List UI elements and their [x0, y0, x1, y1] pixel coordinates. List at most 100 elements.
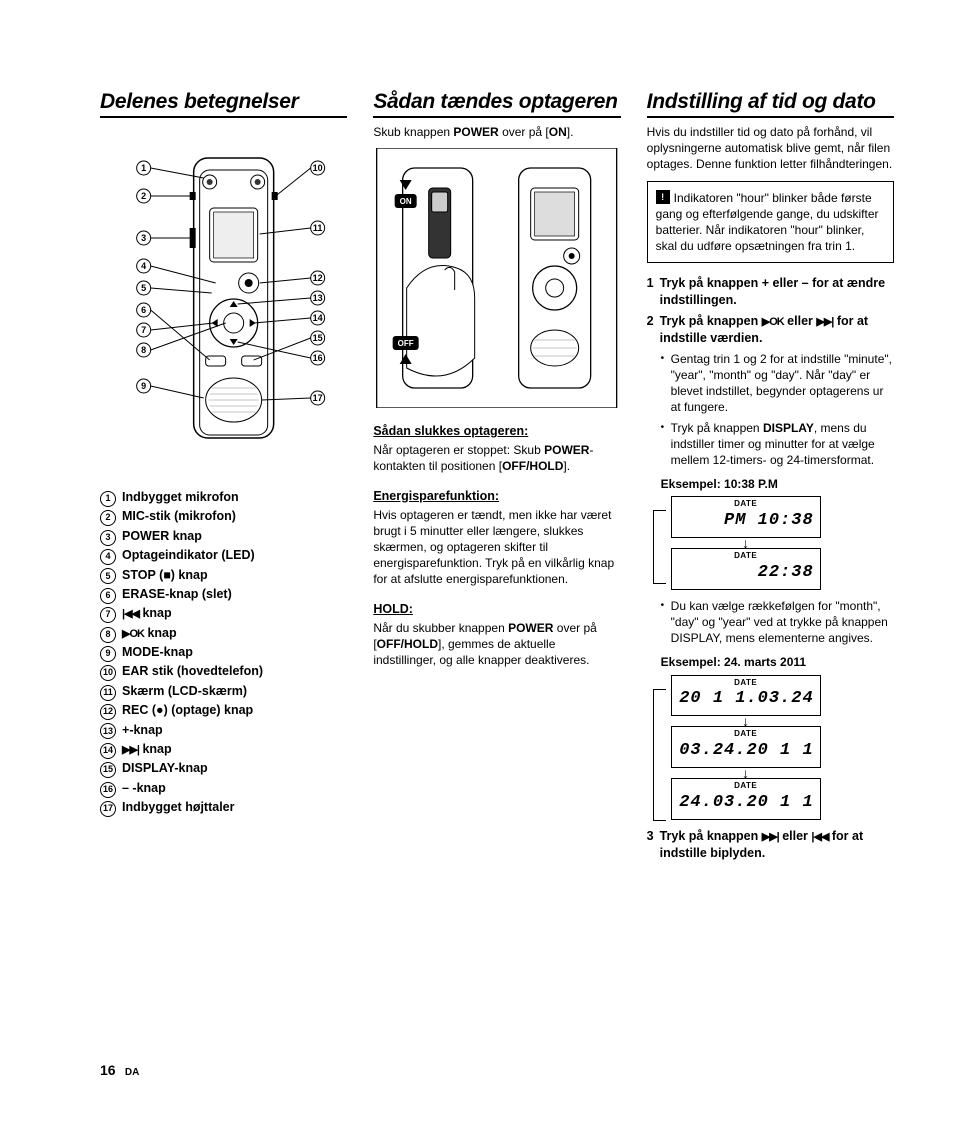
parts-item-text: MIC-stik (mikrofon) — [122, 507, 236, 526]
column-power-on: Sådan tændes optageren Skub knappen POWE… — [373, 90, 620, 865]
svg-text:11: 11 — [313, 223, 323, 233]
manual-page: Delenes betegnelser — [0, 0, 954, 1128]
lcd-value: PM 10:38 — [678, 510, 814, 533]
parts-legend-list: 1Indbygget mikrofon2MIC-stik (mikrofon)3… — [100, 488, 347, 817]
parts-legend-item: 14 ▶▶| knap — [100, 740, 347, 759]
callout-number: 13 — [100, 723, 116, 739]
heading-rule — [373, 116, 620, 118]
parts-item-text: Indbygget højttaler — [122, 798, 235, 817]
parts-item-text: DISPLAY-knap — [122, 759, 208, 778]
parts-item-text: ERASE-knap (slet) — [122, 585, 232, 604]
recorder-front-diagram: 1 2 3 4 5 6 7 8 9 10 11 12 — [100, 138, 347, 468]
step-1: 1 Tryk på knappen + eller – for at ændre… — [647, 275, 894, 309]
parts-item-text: MODE-knap — [122, 643, 193, 662]
loop-connector-2 — [653, 689, 666, 821]
timedate-intro: Hvis du indstiller tid og dato på forhån… — [647, 124, 894, 173]
svg-text:4: 4 — [141, 261, 146, 271]
callout-number: 5 — [100, 568, 116, 584]
callout-number: 16 — [100, 782, 116, 798]
parts-item-text: REC (●) (optage) knap — [122, 701, 253, 720]
heading-rule — [647, 116, 894, 118]
svg-text:15: 15 — [313, 333, 323, 343]
svg-text:OFF: OFF — [398, 339, 414, 348]
svg-text:17: 17 — [313, 393, 323, 403]
callout-number: 10 — [100, 665, 116, 681]
parts-legend-item: 7 |◀◀ knap — [100, 604, 347, 623]
parts-item-text: Optageindikator (LED) — [122, 546, 255, 565]
svg-text:7: 7 — [141, 325, 146, 335]
heading-timedate: Indstilling af tid og dato — [647, 90, 894, 118]
lcd-value: 22:38 — [678, 562, 814, 585]
lcd-tag: DATE — [678, 678, 814, 689]
callout-number: 1 — [100, 491, 116, 507]
parts-item-text: +-knap — [122, 721, 163, 740]
lcd-tag: DATE — [678, 729, 814, 740]
svg-text:5: 5 — [141, 283, 146, 293]
lcd-value: 03.24.20 1 1 — [678, 740, 814, 763]
ffwd-icon: ▶▶| — [762, 831, 779, 843]
parts-item-text: POWER knap — [122, 527, 202, 546]
step2-bullets: Gentag trin 1 og 2 for at indstille "min… — [661, 351, 894, 468]
callout-number: 3 — [100, 530, 116, 546]
callout-number: 14 — [100, 743, 116, 759]
heading-power: Sådan tændes optageren — [373, 90, 620, 118]
turn-off-text: Når optageren er stoppet: Skub POWER-kon… — [373, 442, 620, 474]
lcd-value: 20 1 1.03.24 — [678, 688, 814, 711]
callout-number: 4 — [100, 549, 116, 565]
parts-legend-item: 1 Indbygget mikrofon — [100, 488, 347, 507]
svg-text:3: 3 — [141, 233, 146, 243]
svg-text:12: 12 — [313, 273, 323, 283]
example-1-label: Eksempel: 10:38 P.M — [661, 476, 894, 492]
parts-legend-item: 4 Optageindikator (LED) — [100, 546, 347, 565]
callout-number: 8 — [100, 627, 116, 643]
step-3: 3 Tryk på knappen ▶▶| eller |◀◀ for at i… — [647, 828, 894, 862]
bullet-date-order: Du kan vælge rækkefølgen for "month", "d… — [661, 598, 894, 647]
loop-connector-1 — [653, 510, 666, 584]
parts-item-text: EAR stik (hovedtelefon) — [122, 662, 263, 681]
heading-parts-text: Delenes betegnelser — [100, 90, 299, 113]
hold-text: Når du skubber knappen POWER over på [OF… — [373, 620, 620, 669]
svg-text:16: 16 — [313, 353, 323, 363]
step2-bullet-2: Du kan vælge rækkefølgen for "month", "d… — [661, 598, 894, 647]
parts-item-text: ▶OK knap — [122, 624, 177, 643]
page-footer: 16 DA — [100, 1062, 139, 1078]
column-time-date: Indstilling af tid og dato Hvis du indst… — [647, 90, 894, 865]
rewind-icon: |◀◀ — [811, 831, 828, 843]
parts-legend-item: 2MIC-stik (mikrofon) — [100, 507, 347, 526]
power-intro: Skub knappen POWER over på [ON]. — [373, 124, 620, 140]
heading-power-text: Sådan tændes optageren — [373, 90, 617, 113]
lcd-tag: DATE — [678, 499, 814, 510]
svg-text:2: 2 — [141, 191, 146, 201]
parts-legend-item: 9 MODE-knap — [100, 643, 347, 662]
subheading-turn-off: Sådan slukkes optageren: — [373, 424, 620, 438]
svg-text:1: 1 — [141, 163, 146, 173]
note-text: Indikatoren "hour" blinker både første g… — [656, 191, 879, 254]
lcd-value: 24.03.20 1 1 — [678, 792, 814, 815]
parts-item-text: |◀◀ knap — [122, 604, 172, 623]
callout-number: 11 — [100, 685, 116, 701]
svg-text:9: 9 — [141, 381, 146, 391]
parts-item-text: ▶▶| knap — [122, 740, 172, 759]
heading-parts: Delenes betegnelser — [100, 90, 347, 118]
callout-number: 12 — [100, 704, 116, 720]
page-lang: DA — [125, 1067, 139, 1078]
parts-item-text: Indbygget mikrofon — [122, 488, 239, 507]
parts-legend-item: 3 POWER knap — [100, 527, 347, 546]
parts-item-text: – -knap — [122, 779, 166, 798]
lcd-tag: DATE — [678, 551, 814, 562]
lcd-group-2: DATE20 1 1.03.24↓DATE03.24.20 1 1↓DATE24… — [671, 675, 894, 820]
parts-legend-item: 16 – -knap — [100, 779, 347, 798]
lcd-display: DATE22:38 — [671, 548, 821, 590]
callout-number: 7 — [100, 607, 116, 623]
parts-item-text: Skærm (LCD-skærm) — [122, 682, 247, 701]
lcd-display: DATE03.24.20 1 1 — [671, 726, 821, 768]
callout-number: 17 — [100, 801, 116, 817]
step-bullet: Tryk på knappen DISPLAY, mens du indstil… — [661, 420, 894, 469]
lcd-display: DATE24.03.20 1 1 — [671, 778, 821, 820]
callout-number: 9 — [100, 646, 116, 662]
callout-number: 15 — [100, 762, 116, 778]
callout-number: 6 — [100, 588, 116, 604]
svg-text:8: 8 — [141, 345, 146, 355]
three-column-layout: Delenes betegnelser — [100, 90, 894, 865]
lcd-display: DATEPM 10:38 — [671, 496, 821, 538]
